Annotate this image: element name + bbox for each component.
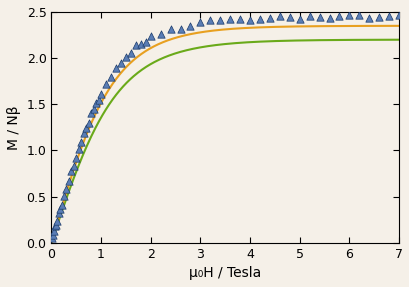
Point — [345, 13, 352, 18]
Point — [90, 107, 97, 111]
Point — [57, 206, 63, 211]
Point — [52, 224, 58, 228]
Point — [68, 169, 74, 174]
Point — [207, 18, 213, 22]
Point — [226, 17, 233, 22]
Point — [92, 101, 99, 105]
Point — [147, 34, 154, 39]
Point — [95, 98, 101, 102]
Point — [197, 20, 203, 24]
Point — [326, 15, 332, 20]
Point — [54, 219, 61, 223]
Point — [142, 40, 148, 44]
Point — [61, 194, 67, 199]
Point — [355, 13, 362, 18]
Point — [78, 140, 84, 144]
Point — [112, 66, 119, 70]
Point — [395, 13, 401, 18]
Point — [58, 203, 65, 207]
Point — [167, 26, 173, 31]
X-axis label: μ₀H / Tesla: μ₀H / Tesla — [189, 266, 261, 280]
Point — [63, 187, 70, 191]
Point — [80, 131, 87, 136]
Point — [55, 211, 62, 215]
Point — [50, 233, 56, 238]
Point — [88, 110, 94, 115]
Point — [49, 236, 56, 241]
Point — [315, 15, 322, 20]
Point — [306, 14, 312, 19]
Point — [70, 164, 77, 168]
Point — [286, 14, 292, 19]
Point — [276, 13, 283, 18]
Point — [85, 120, 92, 125]
Point — [51, 228, 58, 233]
Point — [127, 50, 134, 55]
Point — [65, 178, 72, 183]
Point — [75, 147, 82, 151]
Point — [117, 61, 124, 65]
Point — [256, 17, 263, 21]
Point — [97, 92, 104, 96]
Point — [122, 55, 129, 59]
Point — [53, 222, 59, 227]
Point — [266, 16, 272, 21]
Point — [385, 14, 391, 18]
Point — [236, 17, 243, 22]
Point — [296, 17, 302, 22]
Point — [157, 32, 164, 37]
Point — [132, 42, 139, 47]
Point — [73, 156, 79, 160]
Point — [177, 27, 183, 31]
Point — [83, 126, 89, 131]
Point — [103, 82, 109, 86]
Point — [365, 15, 372, 20]
Point — [375, 15, 382, 19]
Point — [216, 18, 223, 22]
Y-axis label: M / Nβ: M / Nβ — [7, 105, 21, 150]
Point — [187, 24, 193, 28]
Point — [246, 18, 253, 23]
Point — [335, 13, 342, 18]
Point — [137, 41, 144, 46]
Point — [108, 75, 114, 79]
